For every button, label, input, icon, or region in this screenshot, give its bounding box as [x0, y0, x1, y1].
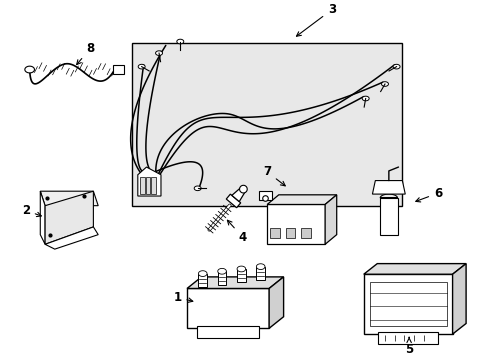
Bar — [237, 269, 245, 283]
Polygon shape — [256, 264, 264, 270]
Polygon shape — [217, 269, 226, 274]
Polygon shape — [40, 191, 45, 244]
Text: 8: 8 — [77, 42, 94, 64]
Bar — [256, 267, 264, 280]
Bar — [266, 204, 325, 244]
Polygon shape — [363, 264, 465, 274]
Polygon shape — [392, 64, 399, 69]
Polygon shape — [362, 96, 368, 101]
Polygon shape — [231, 187, 245, 202]
Text: 3: 3 — [296, 3, 335, 36]
Text: 4: 4 — [227, 220, 246, 244]
Polygon shape — [40, 191, 98, 206]
Polygon shape — [239, 185, 247, 193]
Text: 7: 7 — [263, 165, 285, 186]
Polygon shape — [325, 195, 336, 244]
Polygon shape — [45, 191, 93, 244]
Bar — [145, 177, 150, 194]
Bar — [301, 228, 310, 238]
Bar — [132, 44, 402, 206]
Polygon shape — [198, 271, 207, 276]
Text: 5: 5 — [404, 337, 412, 356]
Bar — [363, 274, 452, 334]
Polygon shape — [379, 194, 397, 198]
Text: 1: 1 — [173, 291, 192, 304]
Polygon shape — [155, 51, 162, 55]
Polygon shape — [45, 227, 98, 249]
Bar — [379, 198, 397, 235]
Polygon shape — [268, 277, 283, 328]
Polygon shape — [226, 194, 240, 208]
Bar — [187, 288, 268, 328]
Bar — [217, 271, 226, 285]
Polygon shape — [177, 39, 183, 44]
Bar — [140, 177, 144, 194]
Polygon shape — [381, 82, 387, 86]
Polygon shape — [138, 64, 145, 69]
Polygon shape — [25, 66, 35, 73]
Polygon shape — [138, 167, 161, 196]
Bar — [196, 327, 259, 338]
Text: 2: 2 — [21, 204, 41, 217]
Bar — [151, 177, 156, 194]
Polygon shape — [259, 191, 271, 200]
Polygon shape — [237, 266, 245, 272]
Polygon shape — [372, 181, 405, 194]
Polygon shape — [452, 264, 465, 334]
Polygon shape — [194, 186, 201, 190]
Bar — [369, 282, 446, 327]
Bar — [377, 332, 437, 344]
Bar — [269, 228, 279, 238]
Text: 6: 6 — [415, 186, 441, 202]
Polygon shape — [187, 277, 283, 288]
Bar — [198, 274, 207, 287]
Bar — [285, 228, 295, 238]
Polygon shape — [266, 195, 336, 204]
Bar — [112, 65, 124, 75]
